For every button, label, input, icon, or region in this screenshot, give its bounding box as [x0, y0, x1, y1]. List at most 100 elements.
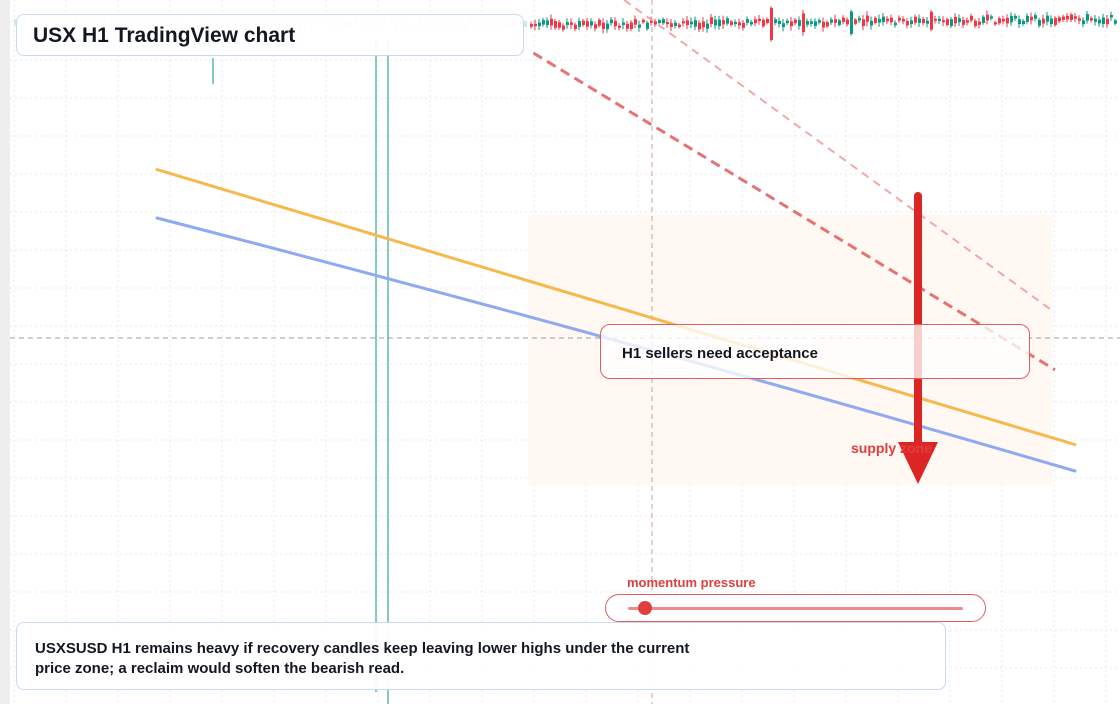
candle-body — [718, 19, 721, 26]
candle-body — [970, 15, 973, 21]
candle-body — [790, 21, 793, 27]
supply-zone-label: supply zone — [851, 440, 932, 456]
candle-body — [850, 11, 853, 34]
trendline-lower — [532, 51, 1056, 372]
candle-body — [1090, 18, 1093, 21]
candle-body — [906, 20, 909, 26]
candle-body — [770, 7, 773, 41]
candle-body — [758, 18, 761, 22]
candle-body — [566, 22, 569, 26]
candle-body — [662, 19, 665, 24]
candle-body — [722, 20, 725, 25]
candle-body — [870, 20, 873, 26]
candle-body — [1094, 18, 1097, 22]
candle-body — [674, 22, 677, 27]
candle-body — [818, 20, 821, 23]
candle-body — [830, 19, 833, 23]
candle-body — [902, 18, 905, 22]
candle-body — [822, 21, 825, 28]
candle-body — [1014, 15, 1017, 19]
momentum-track-line — [628, 607, 963, 610]
candle-body — [578, 21, 581, 27]
candle-body — [702, 21, 705, 28]
candle-body — [978, 21, 981, 25]
candle-body — [1038, 19, 1041, 26]
candle-body — [750, 21, 753, 25]
candle-body — [858, 18, 861, 21]
candle-body — [846, 19, 849, 25]
candle-body — [746, 19, 749, 23]
chart-title: USX H1 TradingView chart — [33, 24, 296, 47]
candle-body — [898, 17, 901, 21]
candle-body — [618, 25, 621, 28]
candle-body — [574, 24, 577, 30]
candle-body — [694, 20, 697, 27]
candle-body — [530, 24, 533, 27]
candle-body — [1078, 18, 1081, 21]
candle-body — [614, 20, 617, 27]
candle-body — [782, 23, 785, 28]
momentum-slider[interactable] — [605, 594, 986, 622]
moving-average-fast — [155, 168, 1077, 447]
candle-body — [14, 19, 17, 26]
candle-body — [762, 19, 765, 27]
candle-body — [666, 22, 669, 25]
candle-body — [1066, 15, 1069, 20]
candle-body — [966, 20, 969, 23]
candle-body — [890, 17, 893, 23]
candle-body — [910, 20, 913, 25]
candle-body — [730, 21, 733, 25]
candle-body — [1110, 14, 1113, 18]
candle-body — [682, 21, 685, 24]
candle-body — [1002, 18, 1005, 22]
candle-body — [894, 22, 897, 26]
candle-body — [586, 21, 589, 27]
trendline-upper — [622, 0, 1056, 314]
chart-title-card: USX H1 TradingView chart — [16, 14, 524, 56]
candle-body — [1082, 20, 1085, 25]
callout-text: H1 sellers need acceptance — [622, 345, 818, 362]
candle-body — [826, 22, 829, 27]
candle-body — [642, 19, 645, 23]
candle-body — [882, 16, 885, 23]
candle-body — [878, 18, 881, 23]
candle-body — [982, 16, 985, 23]
candle-body — [562, 25, 565, 30]
candle-body — [534, 23, 537, 27]
candle-body — [538, 22, 541, 27]
candle-body — [918, 18, 921, 23]
candle-body — [646, 22, 649, 29]
candle-body — [610, 19, 613, 24]
price-scale-strip — [0, 0, 10, 704]
analysis-note-card: USXSUSD H1 remains heavy if recovery can… — [16, 622, 946, 690]
candle-body — [962, 20, 965, 25]
analysis-note: USXSUSD H1 remains heavy if recovery can… — [35, 640, 690, 677]
candle-body — [938, 18, 941, 21]
candle-body — [626, 23, 629, 29]
sellers-callout: H1 sellers need acceptance — [600, 324, 1030, 379]
candle-body — [1046, 15, 1049, 22]
candle-body — [602, 22, 605, 30]
candle-body — [774, 19, 777, 24]
candle-body — [994, 22, 997, 25]
candle-body — [778, 20, 781, 25]
candle-body — [950, 19, 953, 26]
momentum-label: momentum pressure — [627, 575, 756, 590]
candle-body — [1106, 18, 1109, 25]
candle-body — [658, 20, 661, 23]
candle-body — [590, 21, 593, 26]
candle-body — [990, 16, 993, 19]
candle-body — [634, 19, 637, 25]
candle-body — [1018, 19, 1021, 25]
momentum-handle[interactable] — [637, 601, 652, 615]
candle-body — [742, 22, 745, 28]
bearish-arrow-head — [898, 442, 938, 484]
candle-body — [690, 21, 693, 25]
candle-body — [866, 15, 869, 22]
candle-body — [630, 22, 633, 29]
candle-body — [874, 17, 877, 23]
candle-body — [1086, 14, 1089, 21]
candle-body — [974, 20, 977, 26]
candle-body — [670, 23, 673, 27]
candle-body — [814, 21, 817, 26]
